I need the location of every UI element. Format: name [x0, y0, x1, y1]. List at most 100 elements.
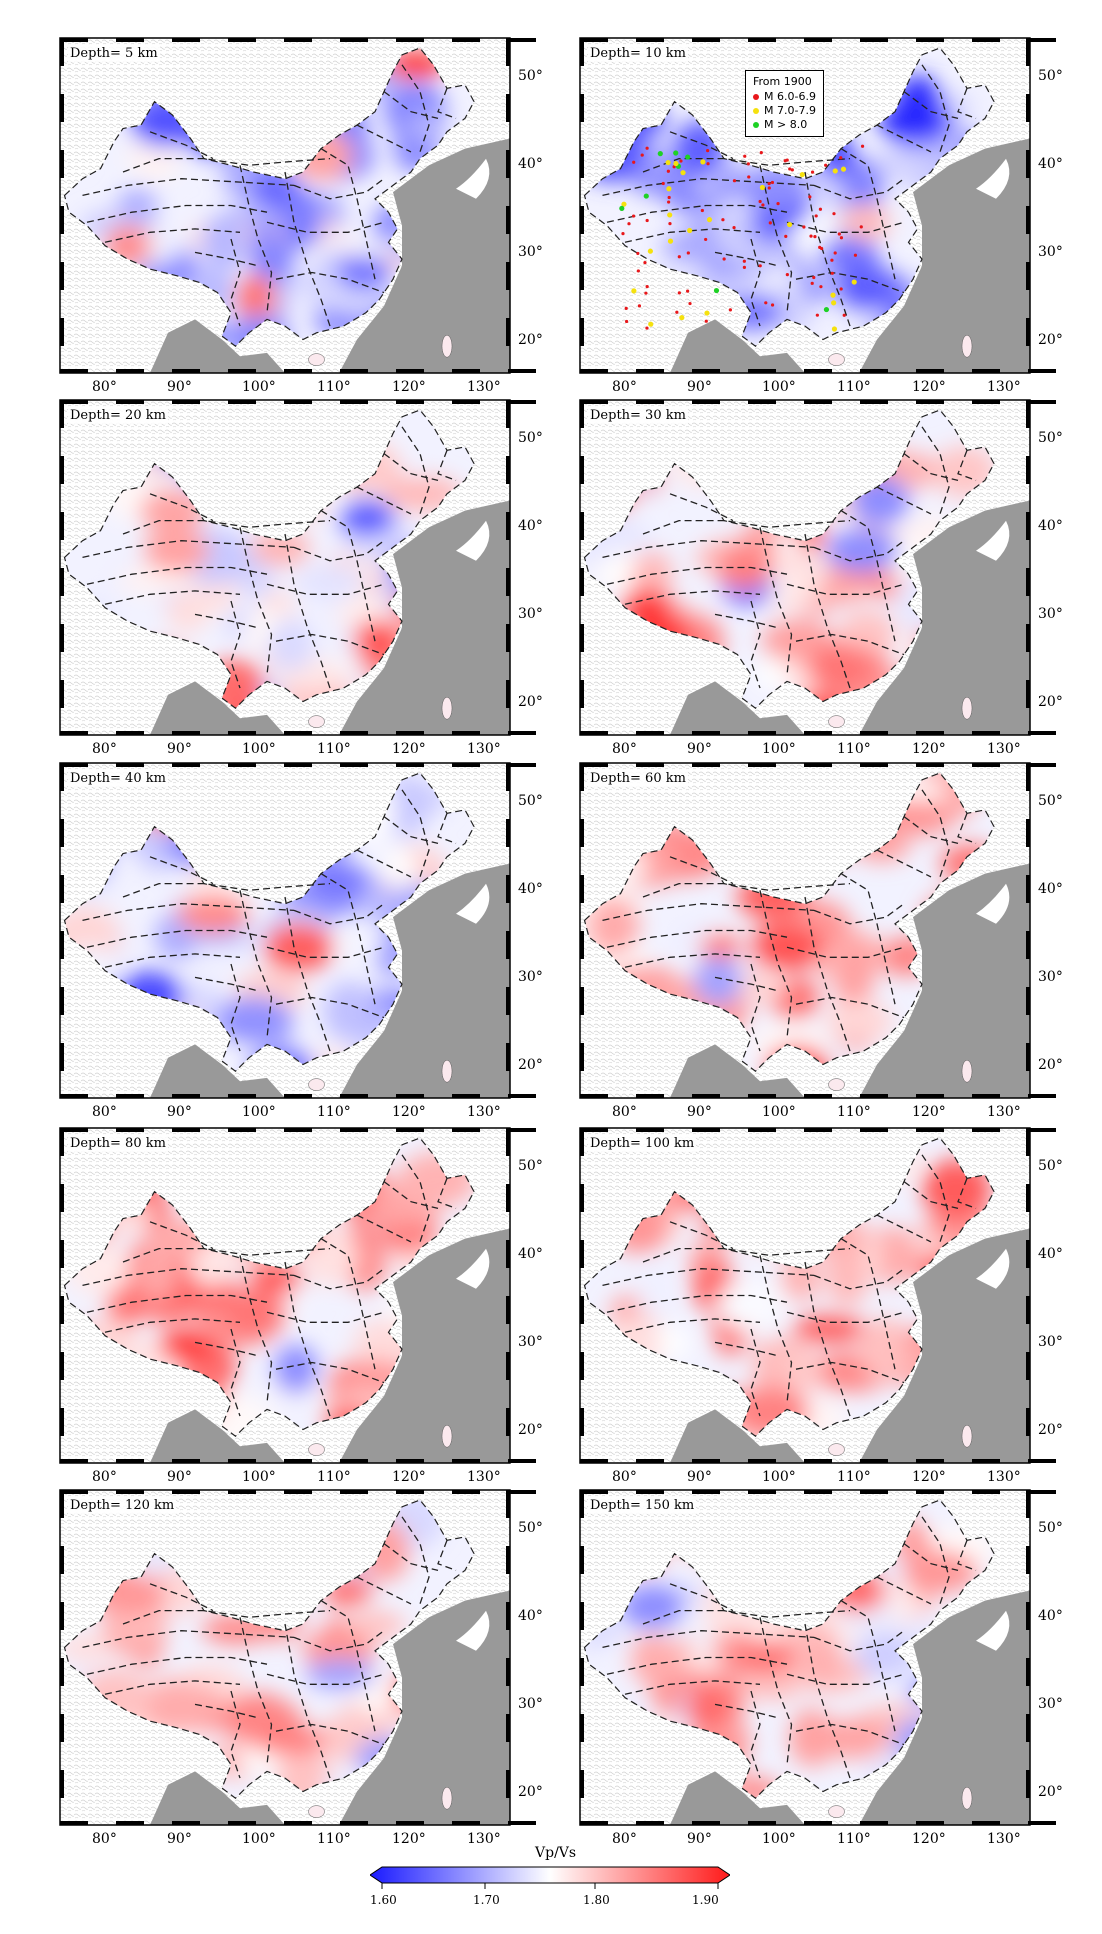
anomaly-blob — [250, 530, 311, 567]
fault-line — [149, 1583, 214, 1612]
anomaly-blob — [817, 1716, 891, 1759]
fault-line — [957, 1178, 977, 1210]
earthquake-marker — [842, 313, 846, 317]
earthquake-marker — [746, 162, 750, 166]
anomaly-blob — [118, 565, 196, 595]
legend-item-label: M > 8.0 — [764, 118, 808, 131]
fault-line — [786, 946, 905, 958]
map-frame — [59, 399, 536, 736]
fault-line — [921, 64, 950, 153]
ocean — [150, 1771, 285, 1825]
fault-line — [104, 1680, 241, 1695]
earthquake-marker — [810, 170, 815, 174]
map-canvas — [579, 399, 1056, 736]
longitude-tick-label: 110° — [837, 1469, 871, 1485]
fault-line — [437, 450, 457, 482]
earthquake-marker — [742, 259, 746, 263]
earthquake-marker — [808, 195, 812, 199]
fault-line — [401, 789, 430, 878]
earthquake-marker — [839, 156, 843, 160]
earthquake-marker — [679, 315, 685, 321]
map-canvas — [59, 399, 536, 736]
earthquake-marker — [688, 301, 692, 306]
ocean — [670, 1409, 805, 1463]
earthquake-marker — [759, 184, 765, 191]
anomaly-blob — [826, 1252, 868, 1307]
anomaly-blob — [855, 1633, 915, 1678]
fault-line — [284, 1623, 331, 1779]
island-hainan — [308, 1805, 325, 1818]
depth-label: Depth= 30 km — [588, 408, 688, 424]
fault-line — [759, 1255, 793, 1403]
country-border — [63, 1499, 475, 1799]
island-hainan — [828, 1805, 845, 1818]
fault-line — [194, 976, 259, 992]
earthquake-marker — [859, 225, 863, 229]
latitude-tick-label: 50° — [518, 1520, 543, 1536]
anomaly-blob — [177, 893, 250, 934]
earthquake-marker — [706, 217, 713, 223]
legend-item-label: M 6.0-6.9 — [764, 90, 816, 103]
anomaly-blob — [381, 849, 419, 888]
fault-line — [383, 91, 439, 120]
anomaly-blob — [333, 916, 383, 960]
country-border — [63, 47, 475, 347]
anomaly-blob — [661, 230, 726, 264]
longitude-tick-label: 100° — [242, 1104, 276, 1120]
latitude-tick-label: 50° — [1038, 1520, 1063, 1536]
latitude-tick-label: 30° — [518, 1334, 543, 1350]
latitude-tick-label: 20° — [518, 694, 543, 710]
fault-line — [293, 540, 385, 562]
fault-line — [320, 510, 376, 642]
earthquake-marker — [645, 146, 649, 150]
country-border — [63, 409, 475, 709]
fault-line — [356, 486, 412, 515]
anomaly-blob — [878, 103, 948, 141]
earthquake-marker — [758, 199, 762, 204]
longitude-tick-label: 90° — [687, 1104, 712, 1120]
fault-line — [230, 238, 241, 327]
fault-line — [149, 856, 214, 885]
earthquake-marker — [619, 205, 625, 212]
anomaly-blob — [837, 941, 876, 998]
island-hainan — [308, 1078, 325, 1091]
anomaly-blob — [806, 643, 875, 693]
earthquake-marker — [832, 168, 838, 174]
earthquake-marker — [721, 218, 725, 222]
island-taiwan — [961, 1059, 973, 1083]
anomaly-blob — [826, 529, 900, 573]
anomaly-blob — [144, 1684, 215, 1735]
latitude-tick-label: 40° — [1038, 156, 1063, 172]
earthquake-marker — [824, 163, 828, 167]
fault-line — [714, 251, 779, 267]
earthquake-marker — [812, 275, 816, 280]
fault-line — [320, 873, 376, 1005]
map-canvas — [59, 762, 536, 1099]
ocean — [859, 1228, 1030, 1463]
earthquake-marker — [830, 271, 834, 275]
longitude-tick-label: 80° — [92, 379, 117, 395]
fault-line — [149, 493, 214, 522]
fault-line — [606, 929, 788, 948]
map-panel: Depth= 40 km 80° 90° 100° 110° 120° 130° 50° 40°… — [59, 762, 560, 1138]
fault-line — [669, 131, 734, 160]
island-taiwan — [961, 1424, 973, 1448]
earthquake-marker — [831, 300, 837, 306]
anomaly-blob — [717, 545, 772, 590]
legend-dot-icon — [753, 122, 759, 128]
earthquake-marker — [813, 235, 817, 239]
latitude-tick-label: 20° — [1038, 694, 1063, 710]
anomaly-blob — [273, 1344, 319, 1394]
fault-line — [320, 1600, 376, 1732]
ocean — [859, 1590, 1030, 1825]
earthquake-marker — [643, 261, 647, 265]
fault-line — [750, 963, 761, 1052]
earthquake-marker — [767, 181, 771, 186]
latitude-tick-label: 50° — [1038, 68, 1063, 84]
longitude-tick-label: 100° — [762, 1831, 796, 1847]
fault-line — [230, 963, 241, 1052]
longitude-tick-label: 90° — [687, 1831, 712, 1847]
fault-line — [149, 131, 214, 160]
longitude-tick-label: 120° — [912, 379, 946, 395]
anomaly-blob — [249, 1262, 302, 1296]
